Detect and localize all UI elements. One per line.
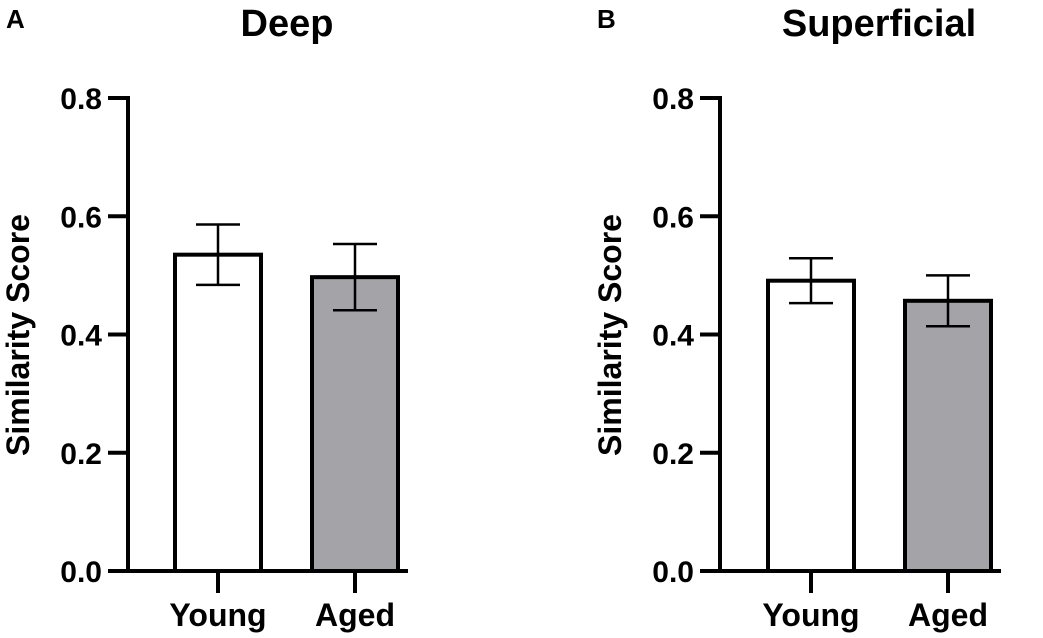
y-tick-label: 0.4 [652,320,694,353]
y-tick-label: 0.4 [60,320,102,353]
y-tick-label: 0.8 [652,83,694,116]
error-bar-aged [333,242,377,312]
y-tick-label: 0.0 [652,556,694,589]
error-bar-young [789,256,833,305]
bar-aged [310,275,400,573]
y-tick-label: 0.6 [652,201,694,234]
panel-a: A Deep Similarity Score 0.0 0.2 0.4 0.6 0.8 Y… [0,3,408,633]
x-tick-label-aged: Aged [315,597,395,633]
x-tick-label-aged: Aged [908,597,988,633]
panel-a-marks: 0.0 0.2 0.4 0.6 0.8 Young Aged [60,83,408,633]
panel-b: B Superficial Similarity Score 0.0 0.2 0.4… [592,3,1001,633]
y-tick-label: 0.2 [60,438,102,471]
chart-title-deep: Deep [241,3,334,45]
y-axis-label: Similarity Score [0,214,36,456]
y-tick-label: 0.2 [652,438,694,471]
panel-letter-b: B [597,4,616,34]
y-tick-label: 0.8 [60,83,102,116]
bar-aged [903,298,993,573]
y-tick-label: 0.6 [60,201,102,234]
bar-young [766,278,856,573]
y-tick-label: 0.0 [60,556,102,589]
x-tick-label-young: Young [169,597,266,633]
error-bar-aged [926,274,970,328]
panel-letter-a: A [6,4,25,34]
y-axis-label: Similarity Score [592,214,628,456]
chart-title-superficial: Superficial [782,3,976,45]
bar-young [173,252,263,573]
x-tick-label-young: Young [762,597,859,633]
panel-b-marks: 0.0 0.2 0.4 0.6 0.8 Young Aged [652,83,1001,633]
error-bar-young [196,223,240,287]
